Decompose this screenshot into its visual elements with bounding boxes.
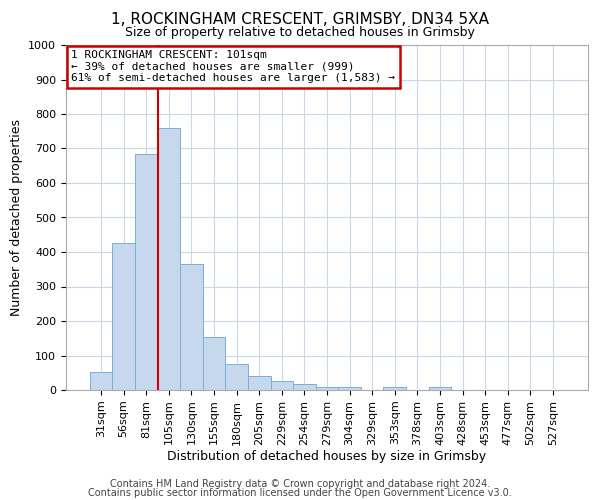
Bar: [226, 364, 248, 390]
Text: 1 ROCKINGHAM CRESCENT: 101sqm
← 39% of detached houses are smaller (999)
61% of : 1 ROCKINGHAM CRESCENT: 101sqm ← 39% of d…: [71, 50, 395, 84]
Bar: [338, 387, 361, 390]
Bar: [112, 244, 135, 390]
Text: 1, ROCKINGHAM CRESCENT, GRIMSBY, DN34 5XA: 1, ROCKINGHAM CRESCENT, GRIMSBY, DN34 5X…: [111, 12, 489, 28]
Bar: [293, 384, 316, 390]
Bar: [271, 380, 293, 390]
Bar: [180, 264, 203, 390]
Bar: [90, 372, 112, 390]
Bar: [203, 336, 226, 390]
Text: Size of property relative to detached houses in Grimsby: Size of property relative to detached ho…: [125, 26, 475, 39]
Y-axis label: Number of detached properties: Number of detached properties: [10, 119, 23, 316]
Bar: [248, 376, 271, 390]
X-axis label: Distribution of detached houses by size in Grimsby: Distribution of detached houses by size …: [167, 450, 487, 464]
Bar: [428, 387, 451, 390]
Text: Contains HM Land Registry data © Crown copyright and database right 2024.: Contains HM Land Registry data © Crown c…: [110, 479, 490, 489]
Bar: [383, 387, 406, 390]
Bar: [135, 154, 158, 390]
Text: Contains public sector information licensed under the Open Government Licence v3: Contains public sector information licen…: [88, 488, 512, 498]
Bar: [158, 128, 180, 390]
Bar: [316, 386, 338, 390]
